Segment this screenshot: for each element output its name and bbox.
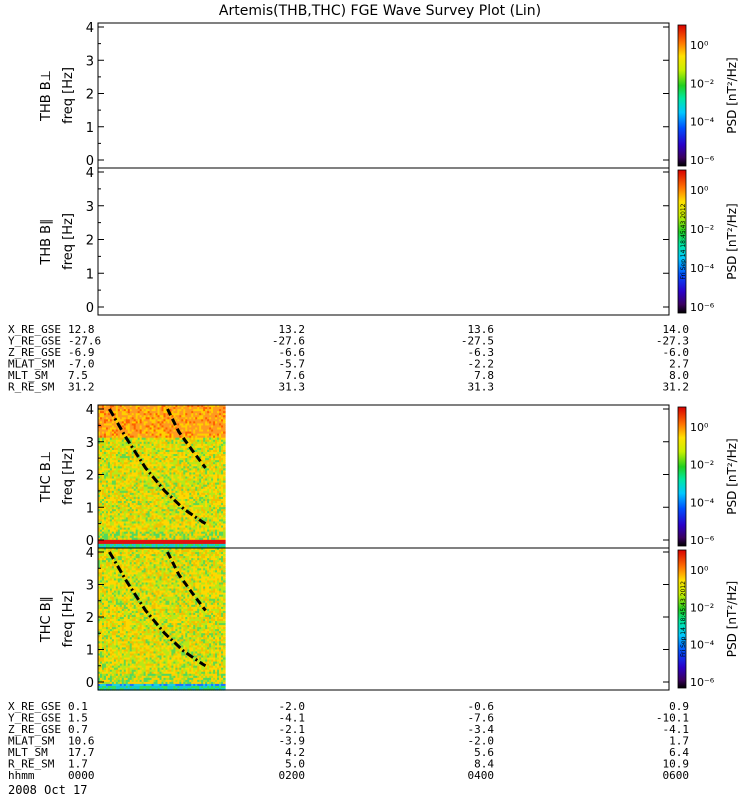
colorbar-label: PSD [nT²/Hz] <box>725 203 739 279</box>
colorbar-tick-label: 10⁻⁶ <box>690 534 715 547</box>
colorbar-tick-label: 10⁻² <box>690 459 714 472</box>
colorbar: 10⁰ 10⁻² 10⁻⁴ 10⁻⁶ PSD [nT²/Hz] Fri Sep 14 18… <box>678 550 739 689</box>
colorbar-tick-label: 10⁻⁴ <box>690 639 715 652</box>
colorbar-tick-label: 10⁻⁶ <box>690 301 715 314</box>
colorbar-tick-label: 10⁻⁴ <box>690 262 715 275</box>
y-tick-label: 4 <box>86 21 94 36</box>
ephemeris-value: 31.3 <box>279 381 306 394</box>
y-axis-label: freq [Hz] <box>61 591 76 648</box>
y-tick-label: 1 <box>86 644 94 659</box>
panel-frame <box>98 168 669 315</box>
y-axis-label: freq [Hz] <box>61 67 76 124</box>
ephemeris-thb: X_RE_GSE 12.8 13.2 13.6 14.0 Y_RE_GSE -27.6 -27… <box>8 323 689 394</box>
colorbar-tick-label: 10⁰ <box>690 184 709 197</box>
y-axis-label: freq [Hz] <box>61 448 76 505</box>
y-tick-label: 4 <box>86 546 94 561</box>
colorbar-tick-label: 10⁰ <box>690 421 709 434</box>
colorbar-tick-label: 10⁰ <box>690 564 709 577</box>
colorbar-tick-label: 10⁻⁶ <box>690 676 715 689</box>
colorbar: 10⁰ 10⁻² 10⁻⁴ 10⁻⁶ PSD [nT²/Hz] <box>678 25 739 167</box>
spectrogram-cells <box>98 548 226 691</box>
colorbar: 10⁰ 10⁻² 10⁻⁴ 10⁻⁶ PSD [nT²/Hz] <box>678 407 739 547</box>
y-tick-label: 0 <box>86 676 94 691</box>
ephemeris-value: 0600 <box>663 769 690 782</box>
colorbar-tick-label: 10⁰ <box>690 39 709 52</box>
timestamp-stamp: Fri Sep 14 18:45:43 2012 <box>680 203 687 279</box>
y-tick-label: 2 <box>86 88 94 103</box>
y-axis-label: freq [Hz] <box>61 213 76 270</box>
ephemeris-label: R_RE_SM <box>8 381 55 394</box>
colorbar-label: PSD [nT²/Hz] <box>725 438 739 514</box>
colorbar-tick-label: 10⁻⁴ <box>690 116 715 129</box>
probe-label: THB B∥ <box>39 218 54 265</box>
spectrogram-panel: 0 1 2 3 4 freq [Hz] THC B⊥ 10⁰ 10⁻² 10⁻⁴ 10⁻⁶ PSD [… <box>39 403 739 549</box>
ephemeris-value: 0200 <box>279 769 306 782</box>
ephemeris-thc: X_RE_GSE 0.1 -2.0 -0.6 0.9Y_RE_GSE 1.5 -4.1 -7.… <box>8 700 689 782</box>
ephemeris-value: 0000 <box>68 769 95 782</box>
spectrogram-panels: 0 1 2 3 4 freq [Hz] THB B⊥ 10⁰ 10⁻² 10⁻⁴ 10⁻⁶ PSD [… <box>39 21 739 691</box>
colorbar-tick-label: 10⁻² <box>690 223 714 236</box>
panel-frame <box>98 23 669 168</box>
y-tick-label: 3 <box>86 54 94 69</box>
timestamp-stamp: Fri Sep 14 18:45:43 2012 <box>680 581 687 657</box>
y-tick-label: 1 <box>86 267 94 282</box>
ephemeris-label: hhmm <box>8 769 35 782</box>
y-tick-label: 1 <box>86 501 94 516</box>
y-tick-label: 2 <box>86 234 94 249</box>
colorbar-gradient <box>678 407 686 546</box>
ephemeris-value: 31.2 <box>663 381 690 394</box>
colorbar-label: PSD [nT²/Hz] <box>725 57 739 133</box>
colorbar-gradient <box>678 25 686 166</box>
ephemeris-value: 0400 <box>468 769 495 782</box>
spectrogram-panel: 0 1 2 3 4 freq [Hz] THC B∥ 10⁰ 10⁻² 10⁻⁴ 10⁻⁶ PSD [… <box>39 546 739 691</box>
colorbar-tick-label: 10⁻² <box>690 601 714 614</box>
colorbar-tick-label: 10⁻⁴ <box>690 496 715 509</box>
y-tick-label: 3 <box>86 200 94 215</box>
y-tick-label: 2 <box>86 611 94 626</box>
spectrogram-panel: 0 1 2 3 4 freq [Hz] THB B⊥ 10⁰ 10⁻² 10⁻⁴ 10⁻⁶ PSD [… <box>39 21 739 169</box>
colorbar: 10⁰ 10⁻² 10⁻⁴ 10⁻⁶ PSD [nT²/Hz] Fri Sep 14 18… <box>678 170 739 314</box>
probe-label: THC B⊥ <box>39 451 54 503</box>
y-tick-label: 3 <box>86 579 94 594</box>
colorbar-tick-label: 10⁻⁶ <box>690 154 715 167</box>
colorbar-tick-label: 10⁻² <box>690 77 714 90</box>
figure-title: Artemis(THB,THC) FGE Wave Survey Plot (L… <box>219 3 541 19</box>
probe-label: THC B∥ <box>39 596 54 643</box>
colorbar-label: PSD [nT²/Hz] <box>725 581 739 657</box>
y-tick-label: 2 <box>86 469 94 484</box>
y-tick-label: 4 <box>86 403 94 418</box>
ephemeris-value: 31.2 <box>68 381 95 394</box>
y-tick-label: 0 <box>86 301 94 316</box>
spectrogram-panel: 0 1 2 3 4 freq [Hz] THB B∥ 10⁰ 10⁻² 10⁻⁴ 10⁻⁶ PSD [… <box>39 166 739 316</box>
ephemeris-value: 31.3 <box>468 381 495 394</box>
probe-label: THB B⊥ <box>39 70 54 122</box>
y-tick-label: 4 <box>86 166 94 181</box>
y-tick-label: 1 <box>86 121 94 136</box>
spectrogram-cells <box>98 405 226 549</box>
date-label: 2008 Oct 17 <box>8 783 87 797</box>
y-tick-label: 3 <box>86 436 94 451</box>
